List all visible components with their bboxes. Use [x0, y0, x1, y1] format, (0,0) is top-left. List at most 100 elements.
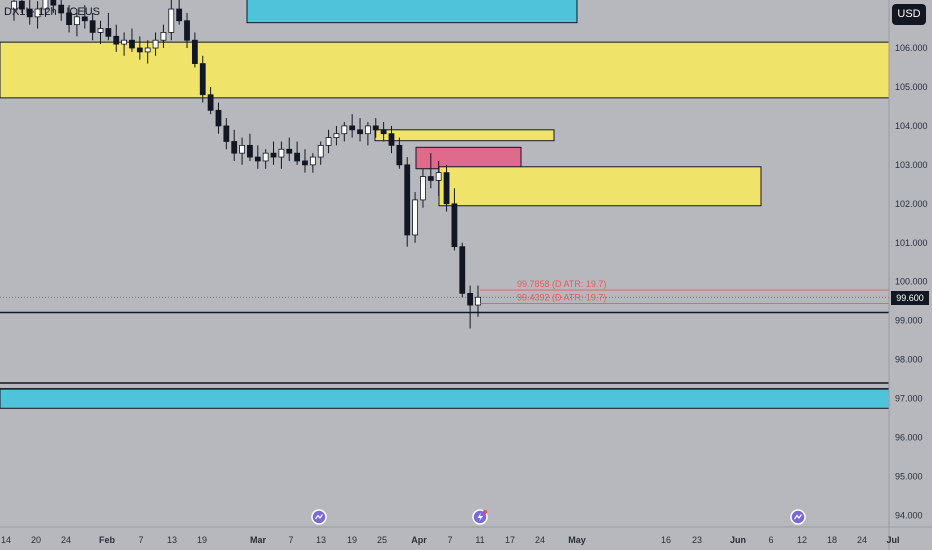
candle [215, 102, 222, 134]
candle-body [254, 156, 261, 162]
candle [97, 20, 104, 45]
price-tick-label: 98.000 [895, 355, 923, 365]
candle-body [66, 12, 72, 26]
candle [231, 129, 238, 161]
candle-body [396, 144, 403, 166]
levels-layer [0, 296, 889, 390]
candle-body [160, 32, 167, 41]
time-tick-label: 19 [197, 535, 207, 545]
candle [302, 149, 308, 173]
price-axis: 106.000 105.000 104.000 103.000 102.000 101.0… [895, 43, 928, 520]
price-tick-label: 103.000 [895, 160, 928, 170]
candle [443, 164, 450, 212]
price-tick-label: 96.000 [895, 433, 923, 443]
zone-rect[interactable] [0, 41, 890, 99]
candle [191, 32, 198, 68]
candle-body [333, 133, 340, 138]
time-tick-label: 12 [797, 535, 807, 545]
time-tick-label: 11 [475, 535, 484, 545]
candle-body [207, 94, 214, 111]
time-tick-label: 24 [535, 535, 545, 545]
price-tick-label: 102.000 [895, 199, 928, 209]
time-tick-label: 13 [167, 535, 177, 545]
candle-body [467, 292, 474, 306]
price-tick-label: 104.000 [895, 121, 928, 131]
candle [34, 1, 41, 29]
candle-body [443, 172, 450, 205]
candle [199, 55, 206, 103]
earnings-event-icon[interactable] [472, 509, 488, 525]
time-tick-label: Jul [886, 535, 899, 545]
candle [129, 28, 135, 52]
atr-layer: 99.7858 (D ATR: 19.7) 99.4392 (D ATR: 19.… [480, 279, 889, 304]
candle-body [105, 28, 112, 37]
candle [11, 0, 17, 21]
time-tick-label: Jun [730, 535, 746, 545]
candle [74, 9, 80, 37]
candle [341, 122, 348, 142]
candle [262, 149, 269, 169]
price-tick-label: 99.000 [895, 316, 923, 326]
time-tick-label: 19 [347, 535, 357, 545]
candle [325, 129, 332, 154]
candle [278, 141, 285, 169]
candle-body [451, 203, 458, 248]
candle-body [317, 144, 324, 158]
time-tick-label: 25 [377, 535, 387, 545]
zone-rect[interactable] [438, 166, 762, 207]
currency-button[interactable]: USD [892, 4, 926, 25]
economic-event-icon[interactable] [790, 509, 806, 525]
candle-body [129, 39, 135, 49]
candle [50, 0, 57, 13]
candle-body [168, 8, 175, 33]
candle [380, 122, 387, 142]
zone-rect[interactable] [0, 388, 890, 409]
candle-body [380, 129, 387, 135]
candle-body [42, 0, 49, 10]
candle-body [247, 144, 253, 158]
candle [113, 24, 120, 52]
price-tick-label: 94.000 [895, 510, 923, 520]
candle-body [50, 0, 57, 6]
zone-rect[interactable] [415, 146, 522, 170]
candle [152, 32, 159, 56]
price-tick-label: 106.000 [895, 43, 928, 53]
time-tick-label: 24 [857, 535, 867, 545]
candle [168, 0, 175, 41]
candle [286, 137, 293, 161]
candle [26, 0, 33, 25]
candle [184, 12, 190, 48]
zone-rect[interactable] [246, 0, 578, 24]
candle [388, 125, 395, 154]
price-tick-label: 97.000 [895, 394, 923, 404]
candle [81, 5, 88, 29]
candle [396, 137, 403, 169]
economic-event-icon[interactable] [311, 509, 327, 525]
zone-rect[interactable] [374, 129, 555, 142]
candle-body [427, 176, 434, 181]
candle-body [341, 125, 348, 135]
candle-body [184, 20, 190, 41]
price-tick-label: 95.000 [895, 471, 923, 481]
candle [18, 0, 25, 13]
candle [105, 12, 112, 41]
candle-body [294, 152, 301, 162]
time-tick-label: Mar [250, 535, 267, 545]
candle-body [302, 160, 308, 166]
candles-layer [11, 0, 481, 329]
candle-body [113, 35, 120, 45]
candle-body [435, 172, 442, 181]
candle-body [176, 8, 183, 22]
atr-label: 99.4392 (D ATR: 19.7) [517, 293, 606, 303]
candle [467, 285, 474, 329]
candle [475, 285, 481, 317]
symbol-title[interactable]: DX1! · 12h · ICEUS [4, 6, 100, 18]
candle-body [26, 8, 33, 18]
candle [459, 242, 466, 298]
candle [42, 0, 49, 17]
candle [451, 188, 458, 251]
candle-body [278, 148, 285, 158]
candle [364, 122, 371, 146]
